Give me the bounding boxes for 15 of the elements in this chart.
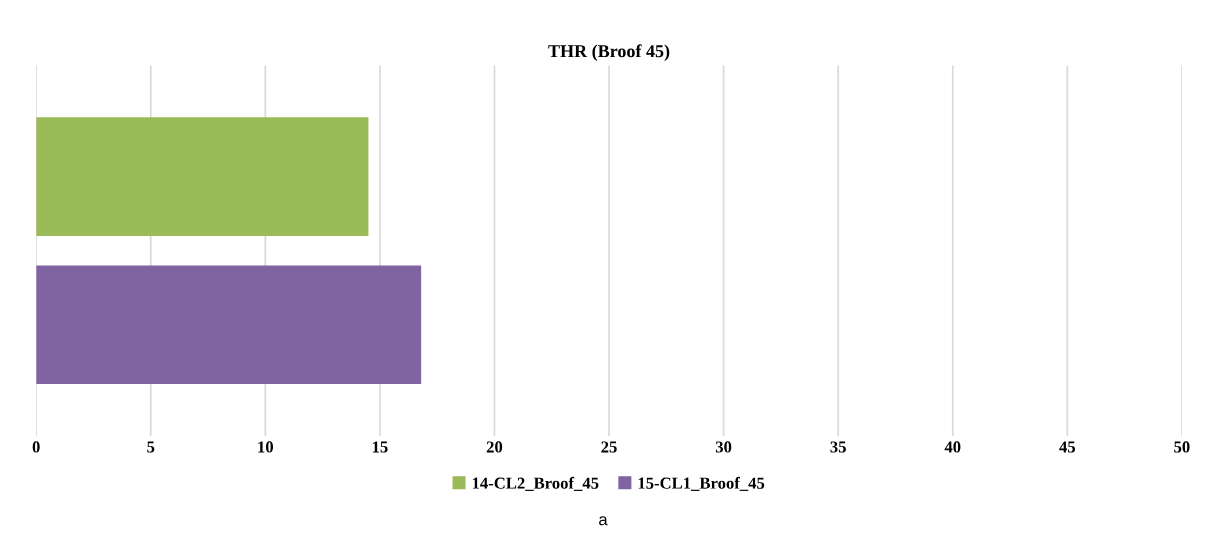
x-tick-label: 10 [258,441,274,453]
x-tick-label: 30 [715,441,732,453]
text: a [599,516,608,526]
x-tick-label: 50 [1174,441,1190,453]
x-tick-label: 45 [1059,441,1076,453]
x-tick-label: 0 [32,441,40,453]
chart-title: THR (Broof 45) [548,44,670,61]
x-tick-label: 35 [830,441,846,453]
legend-label: 14-CL2_Broof_45 [472,476,599,491]
x-tick-label: 5 [147,441,155,453]
x-tick-label: 25 [601,441,617,453]
x-tick-label: 20 [486,441,503,453]
legend-label: 15-CL1_Broof_45 [638,476,765,491]
x-tick-label: 40 [944,441,961,453]
x-tick-label: 15 [372,441,388,453]
